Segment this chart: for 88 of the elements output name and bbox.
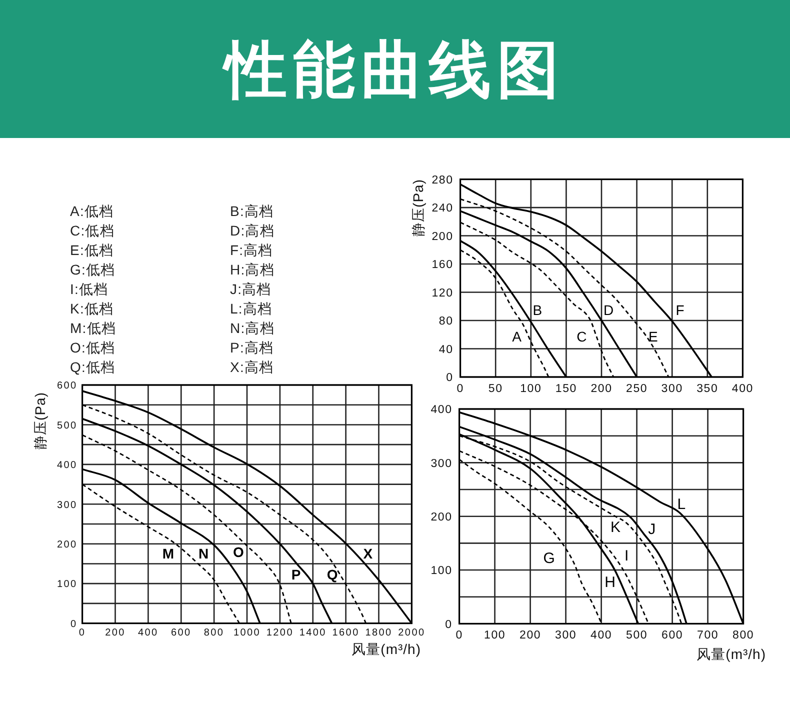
text: N:高档 <box>230 320 274 336</box>
text: J:高档 <box>230 281 272 297</box>
x-tick-label: 150 <box>555 383 577 395</box>
series-label: D <box>603 302 614 318</box>
text: H:高档 <box>230 262 274 278</box>
x-tick-label: 200 <box>520 630 542 642</box>
x-tick-label: 600 <box>170 627 192 638</box>
series-label: E <box>648 328 658 345</box>
text: C:低档 <box>70 222 114 238</box>
x-tick-label: 800 <box>732 630 754 642</box>
series-label: C <box>576 328 587 345</box>
x-tick-label: 200 <box>105 627 126 638</box>
y-tick-label: 100 <box>57 579 78 590</box>
text: O:低档 <box>70 340 116 356</box>
text: X:高档 <box>230 359 274 375</box>
y-tick-label: 400 <box>430 404 452 416</box>
x-axis-title: 风量(m³/h) <box>352 641 421 657</box>
x-tick-label: 50 <box>488 383 503 395</box>
series-label: L <box>677 496 686 513</box>
y-tick-label: 200 <box>57 539 78 550</box>
series-label: N <box>198 546 209 562</box>
x-tick-label: 1200 <box>266 627 294 638</box>
y-tick-label: 0 <box>446 372 454 384</box>
series-label: H <box>604 574 616 592</box>
x-tick-label: 500 <box>626 630 648 642</box>
y-tick-label: 200 <box>430 511 452 524</box>
series-label: Q <box>326 566 338 582</box>
x-tick-label: 100 <box>484 630 506 642</box>
x-tick-label: 1600 <box>332 627 360 638</box>
x-tick-label: 400 <box>732 383 754 395</box>
x-tick-label: 400 <box>590 630 612 642</box>
y-tick-label: 80 <box>438 316 454 328</box>
x-tick-label: 1800 <box>365 627 392 638</box>
x-tick-label: 100 <box>520 383 542 395</box>
y-tick-label: 500 <box>57 420 78 432</box>
y-tick-label: 40 <box>438 344 454 356</box>
x-tick-label: 0 <box>78 627 86 638</box>
text: G:低档 <box>70 262 116 278</box>
series-label: K <box>610 518 621 536</box>
text: P:高档 <box>230 340 274 356</box>
series-label: A <box>512 328 522 345</box>
series-label: P <box>291 566 301 582</box>
y-tick-label: 200 <box>432 230 454 243</box>
x-tick-label: 600 <box>662 630 684 642</box>
y-tick-label: 240 <box>432 202 454 215</box>
x-tick-label: 700 <box>697 630 719 642</box>
x-tick-label: 800 <box>204 627 224 638</box>
text: B:高档 <box>230 203 274 219</box>
x-tick-label: 0 <box>456 383 464 395</box>
x-tick-label: 300 <box>661 383 683 395</box>
y-tick-label: 300 <box>57 500 78 511</box>
series-label: F <box>676 302 684 318</box>
text: D:高档 <box>230 222 274 238</box>
x-tick-label: 2000 <box>398 627 426 638</box>
text: E:低档 <box>70 242 114 258</box>
series-label: X <box>363 546 374 562</box>
text: L:高档 <box>230 300 272 316</box>
x-tick-label: 350 <box>696 383 718 395</box>
series-label: J <box>648 520 656 538</box>
x-tick-label: 1000 <box>233 627 261 638</box>
text: 性能曲线图 <box>222 36 565 105</box>
x-tick-label: 300 <box>555 630 577 642</box>
y-tick-label: 300 <box>430 458 452 470</box>
series-label: G <box>543 550 555 567</box>
text: M:低档 <box>70 320 116 336</box>
text: Q:低档 <box>70 359 116 375</box>
y-tick-label: 280 <box>432 174 454 186</box>
y-tick-label: 120 <box>432 287 454 300</box>
y-tick-label: 100 <box>430 565 452 578</box>
x-tick-label: 0 <box>456 630 463 642</box>
y-axis-title: 静压(Pa) <box>410 179 426 236</box>
series-label: B <box>532 302 542 318</box>
text: I:低档 <box>70 281 108 297</box>
x-tick-label: 200 <box>590 383 612 395</box>
series-label: M <box>162 546 174 562</box>
series-label: I <box>624 547 629 564</box>
y-tick-label: 0 <box>70 618 78 630</box>
x-axis-title: 风量(m³/h) <box>696 646 766 662</box>
y-tick-label: 400 <box>57 460 78 472</box>
text: A:低档 <box>70 203 114 219</box>
x-tick-label: 250 <box>626 383 648 395</box>
text: K:低档 <box>70 300 114 316</box>
series-label: O <box>232 544 244 560</box>
text: F:高档 <box>230 242 273 258</box>
y-axis-title: 静压(Pa) <box>32 392 48 450</box>
x-tick-label: 400 <box>138 627 158 638</box>
y-tick-label: 160 <box>432 259 454 272</box>
x-tick-label: 1400 <box>299 627 326 638</box>
